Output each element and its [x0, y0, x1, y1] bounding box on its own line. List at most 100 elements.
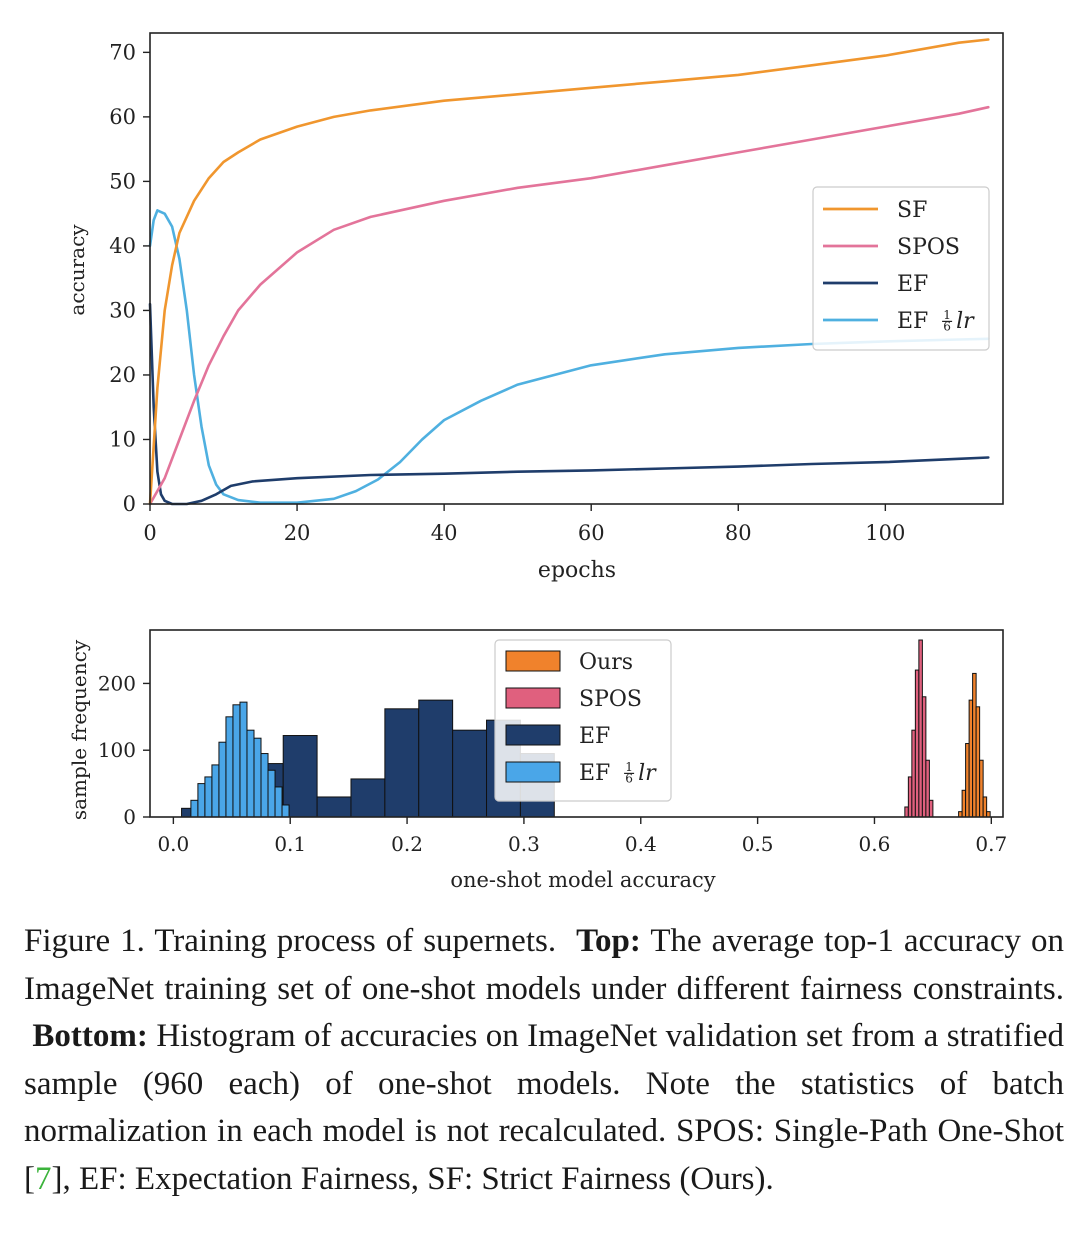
caption-bottom-label: Bottom:	[32, 1018, 148, 1054]
bottom-x-tick-label: 0.2	[391, 832, 423, 856]
top-y-tick-label: 30	[109, 298, 136, 322]
histogram-bar-spos	[904, 806, 909, 818]
caption-bottom-text-end: ], EF: Expectation Fairness, SF: Strict …	[51, 1160, 774, 1197]
histogram-bar-spos	[928, 799, 934, 818]
histogram-bar-ef-1-6-lr	[281, 804, 290, 818]
bottom-legend: Ours SPOS EF EF 16 lr	[494, 639, 672, 802]
bottom-x-tick-label: 0.4	[625, 832, 657, 856]
histogram-bar-spos	[911, 729, 916, 818]
histogram-bar-ef-1-6-lr	[246, 729, 255, 818]
histogram-bar-ours	[982, 796, 988, 818]
top-x-tick-label: 0	[143, 521, 156, 545]
bottom-x-tick-label: 0.3	[508, 832, 540, 856]
histogram-bar-ef	[316, 796, 352, 818]
histogram-bar-ours	[961, 789, 967, 818]
bottom-plot-frame	[149, 629, 1004, 818]
histogram-bar-spos	[921, 696, 927, 818]
bottom-x-tick-label: 0.0	[157, 832, 189, 856]
bottom-y-tick-label: 100	[98, 738, 136, 762]
top-x-axis-label: epochs	[538, 558, 616, 583]
histogram-bar-ours	[972, 672, 977, 818]
histogram-bar-ef-1-6-lr	[274, 786, 283, 818]
legend-label-ef: EF	[579, 724, 610, 749]
histogram-bar-ours	[986, 811, 991, 818]
bottom-x-tick-label: 0.1	[274, 832, 306, 856]
histogram-bar-ef-1-6-lr	[253, 737, 262, 818]
legend-swatch-ours	[505, 650, 561, 672]
top-y-axis-label: accuracy	[65, 224, 89, 316]
caption-bottom-text: Histogram of accuracies on ImageNet vali…	[24, 1018, 1065, 1197]
series-line-ef	[148, 302, 990, 506]
histogram-bar-ours	[979, 759, 984, 818]
histogram-bar-ef-1-6-lr	[197, 783, 206, 818]
legend-label-base: EF	[579, 761, 610, 786]
histogram-bar-ef-1-6-lr	[218, 741, 227, 818]
series-line-spos	[148, 105, 990, 506]
legend-label-base: EF	[897, 309, 928, 334]
caption-intro: Training process of supernets.	[154, 923, 557, 959]
legend-label-numerator: 1	[625, 760, 633, 774]
bottom-y-axis-label: sample frequency	[67, 639, 91, 820]
histogram-bar-spos	[925, 759, 930, 818]
series-line-sf	[148, 38, 990, 506]
bottom-y-tick-label: 0	[123, 805, 136, 829]
top-y-tick-label: 10	[109, 427, 136, 451]
histogram-bar-spos	[918, 639, 923, 818]
legend-label-denominator: 6	[625, 772, 633, 786]
histogram-bar-ours	[958, 811, 963, 818]
histogram-bar-ef-1-6-lr	[204, 776, 213, 818]
legend-label-ours: Ours	[579, 650, 633, 675]
legend-label-ef-1-6-lr: EF 16 lr	[897, 308, 975, 334]
legend-label-spos: SPOS	[897, 235, 960, 260]
top-x-tick-label: 20	[284, 521, 311, 545]
legend-swatch-spos	[505, 687, 561, 709]
bottom-y-tick-label: 200	[98, 671, 136, 695]
caption-top-text: The average top-1 accuracy on ImageNet t…	[24, 923, 1065, 1007]
histogram-bar-ef	[452, 729, 488, 818]
top-legend-frame	[812, 186, 990, 351]
bottom-x-tick-label: 0.5	[742, 832, 774, 856]
legend-label-numerator: 1	[943, 308, 951, 322]
histogram-bar-ef	[418, 699, 454, 818]
top-x-tick-label: 60	[578, 521, 605, 545]
bottom-legend-frame	[494, 639, 672, 802]
legend-label-lr: lr	[956, 309, 975, 334]
legend-label-sf: SF	[897, 198, 927, 223]
top-y-tick-label: 50	[109, 169, 136, 193]
top-y-tick-label: 60	[109, 105, 136, 129]
figure-caption: Figure 1. Training process of supernets.…	[24, 918, 1064, 1203]
histogram-bar-ours	[968, 699, 974, 818]
legend-label-ef: EF	[897, 272, 928, 297]
legend-label-denominator: 6	[943, 320, 951, 334]
histogram-one-shot-accuracy: 0.0 0.1 0.2 0.3 0.4 0.5 0.6 0.7 0 100 200 one-sho…	[67, 629, 1007, 892]
histogram-bar-ef-1-6-lr	[190, 799, 199, 818]
histogram-bar-ef	[350, 778, 386, 818]
top-plot-frame	[149, 32, 1004, 505]
top-y-tick-label: 0	[123, 492, 136, 516]
caption-top-label: Top:	[576, 923, 641, 959]
top-y-tick-label: 20	[109, 363, 136, 387]
legend-swatch-ef-1-6-lr	[505, 761, 561, 783]
legend-swatch-ef	[505, 724, 561, 746]
histogram-bar-ef-1-6-lr	[225, 716, 234, 818]
histogram-bar-ef-1-6-lr	[260, 753, 269, 818]
caption-figure-label: Figure 1.	[24, 923, 145, 959]
histogram-bar-ours	[975, 706, 981, 818]
top-x-tick-label: 40	[431, 521, 458, 545]
histogram-bar-ef-1-6-lr	[267, 769, 276, 818]
top-legend: SF SPOS EF EF 16 lr	[812, 186, 990, 351]
legend-label-lr: lr	[638, 761, 657, 786]
top-y-tick-label: 70	[109, 40, 136, 64]
histogram-bar-ef	[282, 735, 318, 818]
top-x-tick-label: 100	[865, 521, 905, 545]
series-line-ef-1-6-lr	[148, 209, 990, 505]
histogram-bar-ef	[384, 708, 420, 818]
bottom-x-tick-label: 0.6	[859, 832, 891, 856]
bottom-x-axis-label: one-shot model accuracy	[450, 868, 715, 892]
histogram-bar-spos	[914, 669, 920, 818]
citation-link[interactable]: 7	[35, 1160, 52, 1197]
legend-label-ef-1-6-lr: EF 16 lr	[579, 760, 657, 786]
top-y-tick-label: 40	[109, 234, 136, 258]
histogram-bar-ours	[965, 743, 970, 818]
